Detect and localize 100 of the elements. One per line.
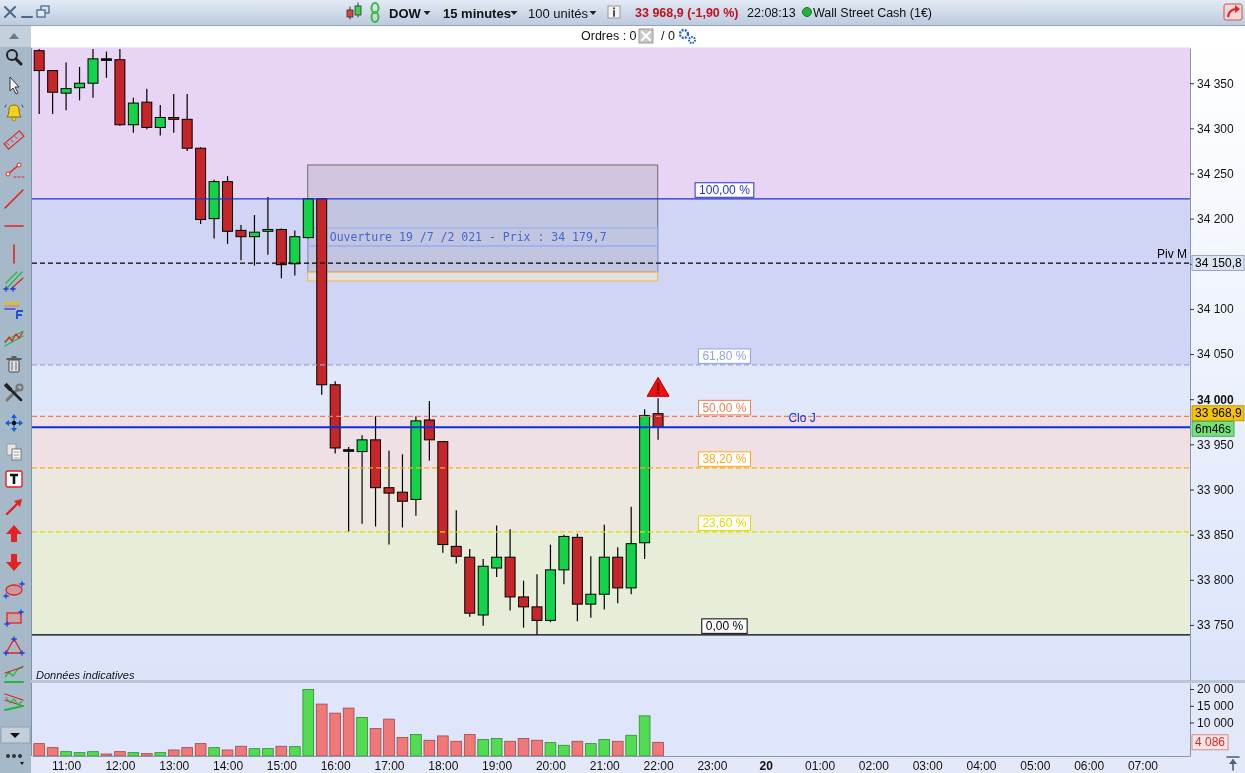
annotation: Ouverture 19 /7 /2 021 - Prix : 34 179,7 (329, 229, 607, 244)
x-tick-label: 17:00 (374, 758, 405, 773)
text: 33 968,9 (-1,90 %) (635, 6, 739, 20)
bar (248, 748, 261, 756)
bar (208, 747, 220, 756)
text: Ordres : 0 (581, 29, 637, 43)
x-tick-label: 18:00 (428, 758, 459, 773)
y-tick-label: 20 000 (1197, 682, 1235, 697)
annotation: 50,00 % (702, 400, 747, 415)
bar (410, 734, 422, 756)
x-tick-label: 12:00 (105, 758, 136, 773)
bar (100, 753, 113, 756)
bar (490, 738, 503, 756)
bar (652, 741, 664, 756)
candlestick (585, 555, 597, 619)
y-tick-label: 34 200 (1197, 211, 1235, 226)
bar (544, 742, 557, 756)
bar (423, 739, 436, 756)
candlestick (262, 196, 274, 256)
x-tick-label: 04:00 (966, 758, 997, 773)
bar (571, 740, 584, 756)
candlestick (383, 450, 395, 546)
ref-line-label: Clo J (788, 411, 816, 426)
x-tick-label: 19:00 (482, 758, 513, 773)
bar (141, 753, 153, 756)
bar (154, 752, 167, 756)
x-tick-label: 14:00 (213, 758, 244, 773)
bar (625, 734, 637, 756)
x-tick-label: 20:00 (535, 758, 567, 773)
candlestick (168, 93, 180, 134)
y-tick-label: 33 900 (1197, 482, 1235, 497)
x-tick-label: 16:00 (320, 758, 352, 773)
x-tick-label: 22:00 (643, 758, 674, 773)
y-tick-label: 10 000 (1197, 715, 1235, 730)
annotation: 100,00 % (699, 183, 751, 198)
bar (262, 748, 274, 756)
bar (33, 743, 45, 756)
annotation: 0,00 % (705, 619, 744, 634)
annotation: 23,60 % (702, 516, 747, 531)
bar (504, 740, 516, 756)
bar (342, 707, 355, 756)
candlestick (74, 66, 86, 101)
y-tick-label: 34 000 (1197, 392, 1235, 407)
candlestick (154, 104, 166, 137)
candlestick (100, 51, 112, 79)
candlestick (652, 397, 664, 441)
bar (127, 752, 140, 756)
x-tick-label: 13:00 (159, 758, 190, 773)
annotation: Données indicatives (36, 669, 135, 681)
x-tick-label: 21:00 (589, 758, 621, 773)
ref-line-label: Piv M (1157, 247, 1187, 262)
y-tick-label: 34 050 (1197, 347, 1235, 362)
candlestick (450, 509, 462, 565)
x-tick-label: 05:00 (1020, 758, 1051, 773)
bar (60, 751, 72, 756)
y-tick-label: 33 800 (1197, 573, 1235, 588)
text: Wall Street Cash (1€) (813, 6, 933, 20)
text: 4 086 (1195, 735, 1226, 750)
x-tick-label: 20 (759, 758, 774, 773)
text: 33 968,9 (1195, 406, 1243, 421)
bar (356, 717, 368, 756)
y-tick-label: 33 750 (1197, 618, 1235, 633)
bar (477, 739, 489, 756)
text: / 0 (661, 29, 675, 43)
x-tick-label: 07:00 (1127, 758, 1159, 773)
bar (194, 743, 207, 756)
bar (275, 745, 288, 756)
candlestick (235, 224, 247, 261)
candlestick (343, 446, 355, 533)
y-tick-label: 34 300 (1197, 121, 1235, 136)
candlestick (518, 580, 530, 629)
x-tick-label: 15:00 (266, 758, 298, 773)
bar (558, 744, 570, 756)
text: 34 150,8 (1195, 256, 1243, 271)
candlestick (491, 525, 503, 578)
x-tick-label: 06:00 (1074, 758, 1105, 773)
text: 6m46s (1195, 421, 1232, 436)
candlestick (423, 400, 435, 462)
y-tick-label: 33 950 (1197, 437, 1235, 452)
text: DOW (389, 5, 422, 21)
y-tick-label: 33 850 (1197, 527, 1235, 542)
candlestick (47, 69, 59, 115)
annotation: 38,20 % (702, 452, 747, 467)
candlestick (127, 97, 139, 134)
y-tick-label: 34 100 (1197, 302, 1235, 317)
y-tick-label: 15 000 (1197, 699, 1235, 714)
x-tick-label: 11:00 (52, 758, 82, 773)
x-tick-label: 01:00 (805, 758, 836, 773)
x-tick-label: 02:00 (858, 758, 890, 773)
candlestick (356, 434, 368, 525)
bar (46, 747, 59, 756)
text: 15 minutes (443, 5, 511, 21)
annotation: 61,80 % (702, 349, 747, 364)
text: 22:08:13 (747, 6, 796, 20)
y-tick-label: 34 350 (1197, 76, 1235, 91)
candlestick (60, 61, 72, 111)
x-tick-label: 03:00 (912, 758, 944, 773)
y-tick-label: 34 250 (1197, 166, 1235, 181)
candlestick (33, 48, 45, 115)
bar (114, 751, 126, 756)
